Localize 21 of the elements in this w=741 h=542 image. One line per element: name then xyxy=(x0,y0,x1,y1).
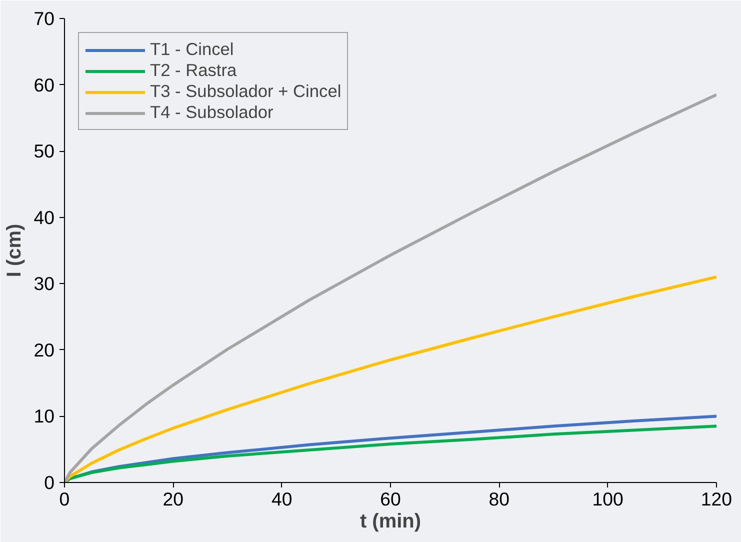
y-tick-label: 0 xyxy=(44,472,55,493)
x-tick-label: 20 xyxy=(162,488,184,510)
y-tick-label: 10 xyxy=(34,406,55,427)
x-tick-label: 0 xyxy=(59,488,70,510)
x-axis-title: t (min) xyxy=(360,510,422,532)
y-tick-label: 70 xyxy=(34,8,55,29)
legend-label: T1 - Cincel xyxy=(150,39,234,60)
y-tick-label: 30 xyxy=(34,273,55,294)
legend-label: T4 - Subsolador xyxy=(150,102,274,123)
x-tick-label: 120 xyxy=(700,488,732,510)
y-tick-label: 50 xyxy=(34,140,55,162)
legend-label: T3 - Subsolador + Cincel xyxy=(150,81,342,102)
x-tick-label: 60 xyxy=(380,488,401,510)
x-tick-label: 100 xyxy=(592,488,624,510)
legend-label: T2 - Rastra xyxy=(150,60,237,81)
y-axis-title: I (cm) xyxy=(4,224,26,278)
y-tick-label: 40 xyxy=(34,206,55,228)
y-tick-label: 20 xyxy=(34,339,55,360)
x-tick-label: 80 xyxy=(488,488,510,510)
x-tick-label: 40 xyxy=(271,488,292,510)
y-tick-label: 60 xyxy=(34,74,55,96)
